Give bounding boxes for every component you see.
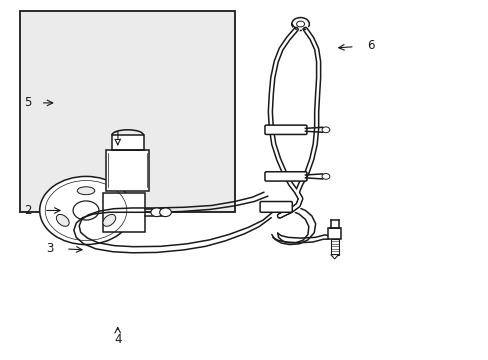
Bar xyxy=(105,149,149,191)
Circle shape xyxy=(322,127,329,133)
Circle shape xyxy=(291,18,309,31)
Bar xyxy=(20,12,234,212)
FancyBboxPatch shape xyxy=(264,125,306,134)
Ellipse shape xyxy=(77,187,95,195)
Text: 2: 2 xyxy=(24,204,31,217)
FancyBboxPatch shape xyxy=(260,202,292,212)
Text: 4: 4 xyxy=(114,333,121,346)
Circle shape xyxy=(159,208,171,217)
Bar xyxy=(112,135,143,149)
Ellipse shape xyxy=(56,215,69,226)
Ellipse shape xyxy=(102,215,116,226)
Text: 1: 1 xyxy=(114,130,121,144)
Text: 6: 6 xyxy=(367,39,374,52)
FancyBboxPatch shape xyxy=(264,172,306,181)
Circle shape xyxy=(322,174,329,179)
Circle shape xyxy=(40,176,132,244)
Circle shape xyxy=(151,208,162,217)
Circle shape xyxy=(73,201,99,220)
Circle shape xyxy=(296,21,304,27)
Bar xyxy=(330,239,338,255)
Bar xyxy=(103,193,144,232)
Text: 3: 3 xyxy=(46,242,53,255)
Polygon shape xyxy=(330,255,338,259)
Text: 5: 5 xyxy=(24,96,31,109)
Bar xyxy=(328,228,340,239)
